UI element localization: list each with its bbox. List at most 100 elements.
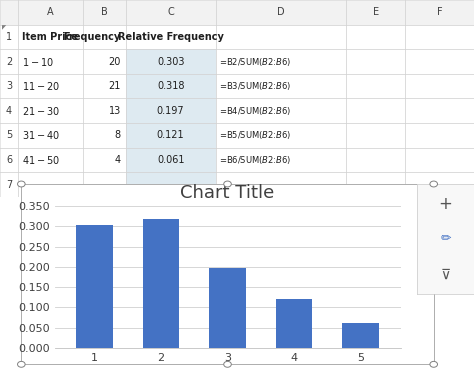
Bar (216, 25, 346, 49)
Text: Frequency: Frequency (64, 32, 121, 42)
Text: ⊽: ⊽ (440, 268, 451, 282)
Text: Relative Frequency: Relative Frequency (118, 32, 224, 42)
Bar (83, 148, 126, 172)
Text: ◤: ◤ (2, 26, 7, 31)
Bar (405, 0, 474, 25)
Text: 4: 4 (6, 106, 12, 116)
Bar (18, 25, 83, 49)
Bar (18, 123, 83, 148)
Bar (143, 219, 179, 348)
Title: Chart Title: Chart Title (181, 184, 274, 202)
Bar (83, 74, 126, 98)
Bar (0, 25, 18, 49)
Text: 4: 4 (115, 155, 121, 165)
Text: 5: 5 (6, 130, 12, 140)
Text: Item Price: Item Price (22, 32, 78, 42)
Text: ✏: ✏ (440, 233, 451, 246)
Bar (126, 172, 216, 197)
Text: =B6/SUM($B$2:$B$6): =B6/SUM($B$2:$B$6) (219, 154, 292, 166)
Bar (346, 123, 405, 148)
Bar (405, 148, 474, 172)
Bar (346, 0, 405, 25)
Text: 2: 2 (6, 57, 12, 67)
Bar (346, 148, 405, 172)
Bar (0, 0, 18, 25)
Bar (0, 74, 18, 98)
Bar (0, 98, 18, 123)
Bar (126, 49, 216, 74)
Bar (76, 225, 113, 348)
Text: $21 - $30: $21 - $30 (22, 105, 60, 117)
Text: 7: 7 (6, 180, 12, 190)
Bar (126, 0, 216, 25)
Bar (346, 25, 405, 49)
Bar (126, 25, 216, 49)
Text: E: E (373, 7, 379, 17)
Bar (342, 323, 379, 348)
Bar (18, 172, 83, 197)
Bar (346, 98, 405, 123)
Text: =B2/SUM($B$2:$B$6): =B2/SUM($B$2:$B$6) (219, 56, 292, 67)
Bar (18, 0, 83, 25)
Bar (209, 268, 246, 348)
Bar (346, 74, 405, 98)
Bar (216, 49, 346, 74)
Bar (83, 25, 126, 49)
Text: 6: 6 (6, 155, 12, 165)
Bar (18, 49, 83, 74)
Bar (216, 148, 346, 172)
Bar (0, 148, 18, 172)
Bar (126, 123, 216, 148)
Bar (18, 98, 83, 123)
Bar (405, 49, 474, 74)
Bar (405, 98, 474, 123)
Bar (83, 172, 126, 197)
Text: 0.318: 0.318 (157, 81, 184, 91)
Bar (126, 74, 216, 98)
Bar (83, 0, 126, 25)
Text: 0.197: 0.197 (157, 106, 184, 116)
Bar (126, 148, 216, 172)
Bar (83, 98, 126, 123)
Bar (18, 74, 83, 98)
Bar (405, 172, 474, 197)
Text: 0.121: 0.121 (157, 130, 184, 140)
Text: D: D (277, 7, 285, 17)
Text: 0.303: 0.303 (157, 57, 184, 67)
Bar (216, 74, 346, 98)
Bar (0, 49, 18, 74)
Bar (216, 172, 346, 197)
Bar (405, 74, 474, 98)
Text: $41 - $50: $41 - $50 (22, 154, 60, 166)
Text: A: A (47, 7, 54, 17)
Text: 0.061: 0.061 (157, 155, 184, 165)
Text: =B5/SUM($B$2:$B$6): =B5/SUM($B$2:$B$6) (219, 130, 292, 141)
Text: 20: 20 (109, 57, 121, 67)
Text: +: + (438, 195, 453, 213)
Bar (0, 172, 18, 197)
Text: 1: 1 (6, 32, 12, 42)
Text: 8: 8 (115, 130, 121, 140)
Bar (126, 98, 216, 123)
Bar (346, 49, 405, 74)
Text: $31 - $40: $31 - $40 (22, 130, 60, 141)
Bar (405, 123, 474, 148)
Bar (83, 123, 126, 148)
Bar (0, 123, 18, 148)
Bar (276, 299, 312, 348)
Bar (83, 49, 126, 74)
Text: 13: 13 (109, 106, 121, 116)
Text: F: F (437, 7, 442, 17)
Bar (216, 0, 346, 25)
Text: 21: 21 (109, 81, 121, 91)
Bar (405, 25, 474, 49)
Bar (18, 148, 83, 172)
Bar (346, 172, 405, 197)
Text: $1 - $10: $1 - $10 (22, 56, 54, 67)
Text: =B4/SUM($B$2:$B$6): =B4/SUM($B$2:$B$6) (219, 105, 292, 117)
Bar (216, 123, 346, 148)
Text: C: C (167, 7, 174, 17)
Text: $11 - $20: $11 - $20 (22, 80, 60, 92)
Text: B: B (101, 7, 108, 17)
Text: 3: 3 (6, 81, 12, 91)
